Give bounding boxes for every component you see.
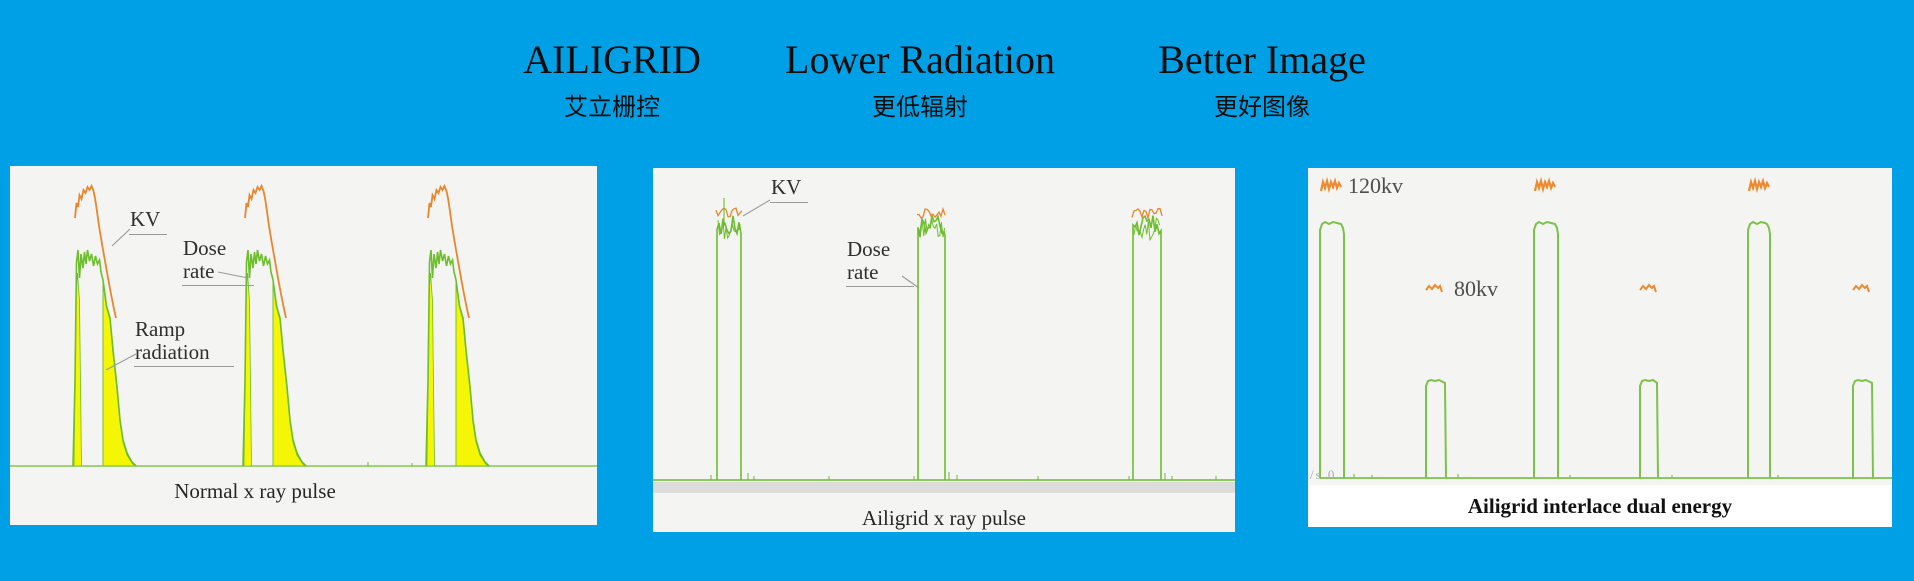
pulse-80kv <box>1425 378 1447 479</box>
waveform-chart-normal <box>10 183 597 467</box>
dose-rate-curve <box>72 249 137 467</box>
baseline-strip <box>653 482 1235 493</box>
leader-line <box>111 228 131 247</box>
caption-strip: Ailigrid interlace dual energy <box>1308 485 1892 527</box>
label-120kv: 120kv <box>1348 173 1403 198</box>
pulse-80kv <box>1852 378 1874 479</box>
header-item-ailigrid: AILIGRID 艾立栅控 <box>447 37 777 122</box>
header-title-en: AILIGRID <box>523 37 701 82</box>
kv-top-noise <box>916 206 946 219</box>
axis-zero-label: /s 0 <box>1310 467 1337 482</box>
label-ramp-radiation: Ramp radiation <box>134 318 234 368</box>
chart-panel-normal-pulse: KV Dose rate Ramp radiation Normal x ray… <box>10 166 597 525</box>
dose-rate-pulse <box>917 212 946 480</box>
dose-rate-pulse <box>1132 215 1162 480</box>
marker-120kv <box>1319 176 1342 194</box>
caption-interlace: Ailigrid interlace dual energy <box>1467 493 1733 518</box>
kv-top-noise <box>1131 207 1163 221</box>
header-title-en: Better Image <box>1158 37 1366 82</box>
pulse-120kv <box>1533 220 1559 478</box>
kv-curve <box>244 183 287 319</box>
waveform-chart-interlace <box>1319 176 1892 479</box>
header-item-lower-radiation: Lower Radiation 更低辐射 <box>755 37 1085 122</box>
label-kv: KV <box>129 208 168 235</box>
pulse-80kv <box>1639 378 1659 479</box>
marker-120kv <box>1747 176 1770 194</box>
pulse-top-noise <box>717 218 741 240</box>
label-dose-rate: Dose rate <box>846 238 914 288</box>
leader-line <box>217 271 249 279</box>
pulse-120kv <box>1747 220 1771 478</box>
pulse-top-noise <box>918 218 946 238</box>
leader-line <box>901 275 920 289</box>
caption-normal: Normal x ray pulse <box>174 479 336 503</box>
waveform-chart-ailigrid <box>653 198 1235 481</box>
chart-panel-interlace-dual-energy: 120kv 80kv /s 0 Ailigrid interlace dual … <box>1308 168 1892 527</box>
pulse-top-noise <box>1133 217 1161 242</box>
leader-line <box>742 199 771 217</box>
caption-ailigrid: Ailigrid x ray pulse <box>862 506 1026 530</box>
header-title-zh: 艾立栅控 <box>564 95 660 121</box>
marker-80kv <box>1639 283 1657 293</box>
header-title-en: Lower Radiation <box>785 37 1055 82</box>
chart-panel-ailigrid-pulse: KV Dose rate Ailigrid x ray pulse <box>653 168 1235 532</box>
marker-80kv <box>1425 283 1443 293</box>
header-title-zh: 更好图像 <box>1214 95 1310 121</box>
dose-rate-curve <box>242 249 307 467</box>
kv-top-noise <box>715 207 743 218</box>
marker-80kv <box>1852 283 1870 293</box>
label-dose-rate: Dose rate <box>182 237 254 287</box>
kv-curve <box>427 183 470 319</box>
marker-120kv <box>1533 176 1556 194</box>
dose-rate-pulse <box>716 215 742 480</box>
pulse-120kv <box>1319 220 1345 478</box>
label-80kv: 80kv <box>1454 276 1498 301</box>
kv-curve <box>74 183 117 319</box>
dose-rate-curve <box>425 249 490 467</box>
leader-line <box>105 353 137 371</box>
header-item-better-image: Better Image 更好图像 <box>1097 37 1427 122</box>
label-kv: KV <box>770 176 809 203</box>
header-title-zh: 更低辐射 <box>872 95 968 121</box>
